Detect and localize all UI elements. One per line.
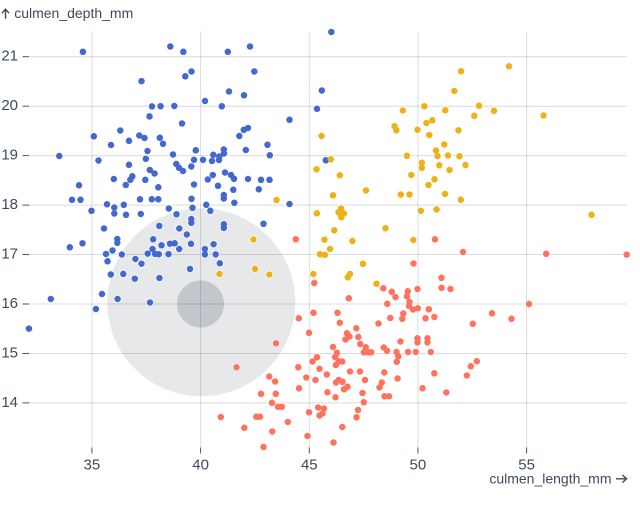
svg-text:55: 55 xyxy=(518,457,535,474)
svg-text:culmen_depth_mm: culmen_depth_mm xyxy=(14,5,133,21)
svg-text:19: 19 xyxy=(1,147,18,164)
svg-text:18: 18 xyxy=(1,196,18,213)
svg-text:16: 16 xyxy=(1,295,18,312)
svg-text:40: 40 xyxy=(192,457,209,474)
svg-text:culmen_length_mm: culmen_length_mm xyxy=(489,471,611,487)
svg-text:14: 14 xyxy=(1,394,18,411)
svg-text:45: 45 xyxy=(301,457,318,474)
svg-text:50: 50 xyxy=(410,457,427,474)
svg-text:17: 17 xyxy=(1,246,18,263)
svg-text:15: 15 xyxy=(1,345,18,362)
svg-text:21: 21 xyxy=(1,48,18,65)
svg-text:20: 20 xyxy=(1,97,18,114)
svg-text:35: 35 xyxy=(84,457,101,474)
